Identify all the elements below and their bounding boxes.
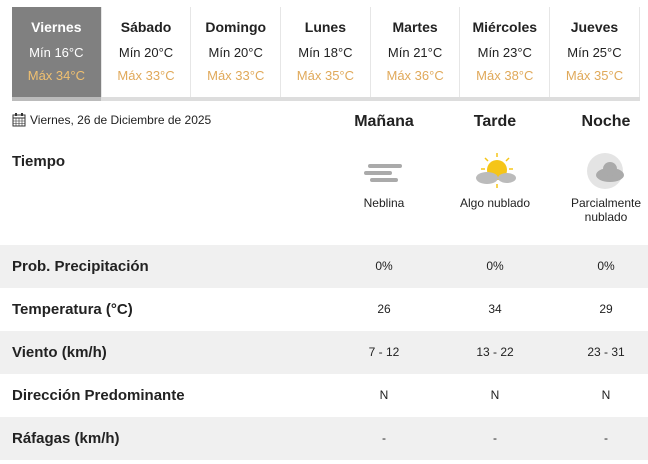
row-value: N xyxy=(490,388,500,402)
row-value: - xyxy=(382,431,386,445)
fog-icon xyxy=(364,164,402,182)
date-text: Viernes, 26 de Diciembre de 2025 xyxy=(30,113,212,127)
table-row: Viento (km/h) 7 - 12 13 - 22 23 - 31 xyxy=(0,331,648,374)
row-value: 13 - 22 xyxy=(476,345,514,359)
condition-morning: Neblina xyxy=(329,152,439,210)
day-tab-2[interactable]: Domingo Mín 20°C Máx 33°C xyxy=(191,7,282,97)
day-name: Jueves xyxy=(570,19,619,35)
day-tab-0[interactable]: Viernes Mín 16°C Máx 34°C xyxy=(12,7,102,101)
day-tab-6[interactable]: Jueves Mín 25°C Máx 35°C xyxy=(550,7,640,97)
period-night: Noche xyxy=(581,113,631,130)
max-temp: Máx 35°C xyxy=(565,68,624,83)
day-name: Miércoles xyxy=(472,19,538,35)
day-name: Viernes xyxy=(31,19,82,35)
calendar-icon xyxy=(12,113,26,127)
table-row: Temperatura (°C) 26 34 29 xyxy=(0,288,648,331)
min-temp: Mín 20°C xyxy=(118,45,174,60)
period-afternoon: Tarde xyxy=(473,113,517,130)
row-value: 7 - 12 xyxy=(368,345,400,359)
table-row: Dirección Predominante N N N xyxy=(0,374,648,417)
period-morning: Mañana xyxy=(354,113,414,130)
max-temp: Máx 33°C xyxy=(117,68,175,83)
day-name: Domingo xyxy=(205,19,267,35)
min-temp: Mín 25°C xyxy=(567,45,622,60)
row-value: 0% xyxy=(375,259,393,273)
min-temp: Mín 21°C xyxy=(387,45,443,60)
night-cloudy-icon xyxy=(587,153,624,189)
row-value: 29 xyxy=(599,302,613,316)
day-name: Lunes xyxy=(304,19,347,35)
min-temp: Mín 20°C xyxy=(208,45,263,60)
row-label: Temperatura (°C) xyxy=(12,301,133,318)
row-value: - xyxy=(493,431,497,445)
day-name: Martes xyxy=(392,19,438,35)
row-label: Dirección Predominante xyxy=(12,387,185,404)
row-value: 0% xyxy=(486,259,504,273)
day-tab-3[interactable]: Lunes Mín 18°C Máx 35°C xyxy=(281,7,371,97)
row-label: Viento (km/h) xyxy=(12,344,107,361)
day-tab-5[interactable]: Miércoles Mín 23°C Máx 38°C xyxy=(460,7,551,97)
condition-afternoon: Algo nublado xyxy=(440,152,550,210)
max-temp: Máx 38°C xyxy=(476,68,534,83)
condition-night: Parcialmente nublado xyxy=(551,152,648,224)
row-value: - xyxy=(604,431,608,445)
row-value: N xyxy=(601,388,611,402)
min-temp: Mín 18°C xyxy=(298,45,353,60)
max-temp: Máx 35°C xyxy=(296,68,355,83)
day-tab-1[interactable]: Sábado Mín 20°C Máx 33°C xyxy=(102,7,192,97)
row-value: 34 xyxy=(488,302,502,316)
row-value: 23 - 31 xyxy=(587,345,625,359)
tiempo-label: Tiempo xyxy=(12,153,66,170)
date-label: Viernes, 26 de Diciembre de 2025 xyxy=(12,113,211,127)
min-temp: Mín 23°C xyxy=(477,45,532,60)
max-temp: Máx 33°C xyxy=(207,68,265,83)
row-value: N xyxy=(379,388,389,402)
max-temp: Máx 34°C xyxy=(27,68,85,83)
min-temp: Mín 16°C xyxy=(29,45,84,60)
row-value: 26 xyxy=(377,302,391,316)
table-row: Ráfagas (km/h) - - - xyxy=(0,417,648,460)
day-name: Sábado xyxy=(120,19,172,35)
partly-sunny-icon xyxy=(476,153,516,188)
row-label: Prob. Precipitación xyxy=(12,258,149,275)
day-tabs: Viernes Mín 16°C Máx 34°C Sábado Mín 20°C Máx… xyxy=(12,7,640,101)
day-tab-4[interactable]: Martes Mín 21°C Máx 36°C xyxy=(371,7,461,97)
row-value: 0% xyxy=(597,259,615,273)
max-temp: Máx 36°C xyxy=(386,68,444,83)
row-label: Ráfagas (km/h) xyxy=(12,430,120,447)
table-row: Prob. Precipitación 0% 0% 0% xyxy=(0,245,648,288)
